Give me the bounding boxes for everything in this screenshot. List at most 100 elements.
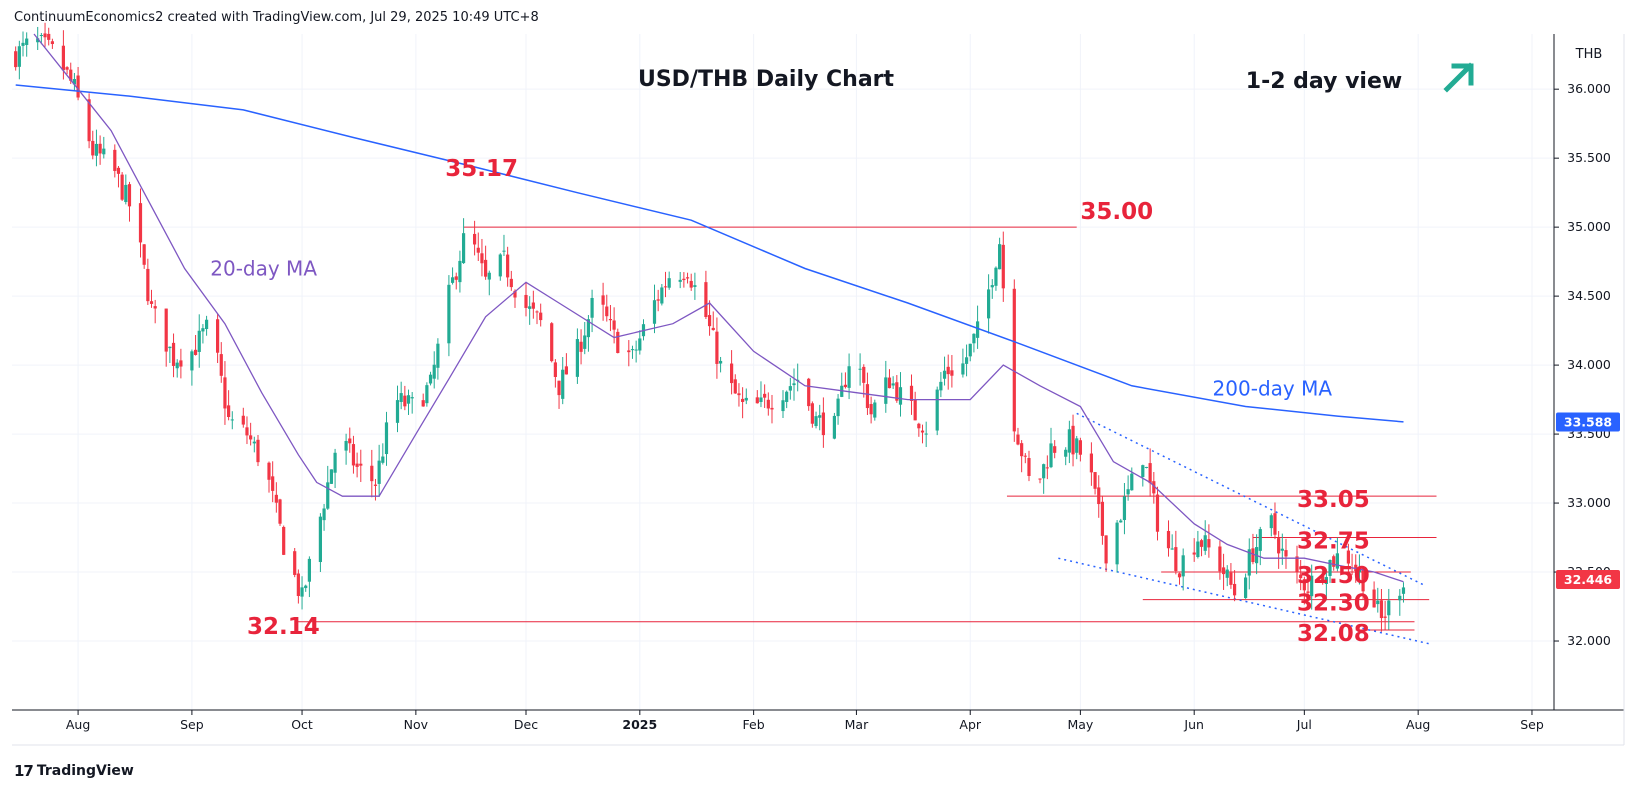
candle-body bbox=[1376, 600, 1380, 605]
candle-body bbox=[344, 440, 348, 451]
candle-body bbox=[605, 306, 609, 317]
x-tick-label: Mar bbox=[845, 717, 869, 732]
annotation-label: 20-day MA bbox=[210, 256, 317, 280]
candle-body bbox=[271, 476, 275, 491]
x-tick-label: Sep bbox=[1520, 717, 1544, 732]
candle-body bbox=[1064, 449, 1068, 457]
candle-body bbox=[278, 499, 282, 524]
candle-body bbox=[1104, 535, 1108, 564]
candle-body bbox=[1383, 616, 1387, 618]
candle-body bbox=[689, 280, 693, 288]
candle-body bbox=[1097, 487, 1101, 505]
candle-body bbox=[755, 397, 759, 404]
candle-body bbox=[1089, 453, 1093, 473]
x-tick-label: Aug bbox=[66, 717, 90, 732]
candle-body bbox=[1346, 550, 1350, 564]
annotation-label: 32.08 bbox=[1297, 621, 1370, 647]
candle-body bbox=[201, 328, 205, 332]
candle-body bbox=[1310, 575, 1314, 597]
tradingview-mark-icon: 17 bbox=[14, 762, 34, 780]
candle-body bbox=[987, 289, 991, 319]
candle-body bbox=[630, 349, 635, 351]
candle-body bbox=[410, 397, 414, 399]
candle-body bbox=[17, 46, 21, 67]
candle-body bbox=[634, 349, 638, 351]
candle-body bbox=[1372, 589, 1376, 608]
candle-body bbox=[1269, 515, 1273, 529]
candle-body bbox=[660, 287, 664, 304]
chart-credit: ContinuumEconomics2 created with Trading… bbox=[14, 10, 539, 25]
candle-body bbox=[832, 415, 836, 439]
candle-body bbox=[395, 400, 400, 423]
candle-body bbox=[917, 423, 921, 429]
candle-body bbox=[348, 438, 352, 444]
candle-body bbox=[1122, 496, 1127, 521]
ma20-line bbox=[33, 33, 1404, 583]
candle-body bbox=[370, 465, 374, 482]
candle-body bbox=[39, 35, 43, 37]
candle-body bbox=[561, 369, 565, 399]
candle-body bbox=[197, 330, 201, 352]
candles bbox=[14, 22, 1406, 632]
candle-body bbox=[300, 587, 304, 597]
candle-body bbox=[862, 366, 866, 383]
candle-body bbox=[781, 400, 785, 412]
candle-body bbox=[704, 282, 708, 318]
candle-body bbox=[1196, 541, 1200, 557]
candle-body bbox=[355, 463, 359, 467]
candle-body bbox=[1258, 529, 1262, 551]
ma200-price-tag: 33.588 bbox=[1556, 412, 1620, 432]
candle-body bbox=[190, 351, 194, 371]
candle-body bbox=[1170, 548, 1174, 550]
candle-body bbox=[1284, 550, 1288, 557]
annotation-label: 32.14 bbox=[247, 614, 320, 640]
candle-body bbox=[821, 412, 825, 436]
candle-body bbox=[1280, 548, 1284, 551]
candle-body bbox=[766, 399, 770, 409]
candle-body bbox=[711, 327, 715, 331]
candle-body bbox=[399, 393, 403, 402]
candle-body bbox=[810, 403, 814, 424]
candle-body bbox=[1361, 568, 1365, 592]
candle-body bbox=[744, 397, 748, 401]
candle-body bbox=[72, 79, 77, 85]
candle-body bbox=[1130, 473, 1134, 491]
candle-body bbox=[579, 341, 583, 352]
y-tick-label: 34.000 bbox=[1567, 357, 1611, 372]
candle-body bbox=[1229, 572, 1233, 585]
candle-body bbox=[25, 38, 29, 45]
candle-body bbox=[663, 286, 668, 288]
candle-body bbox=[230, 419, 234, 421]
candle-body bbox=[296, 573, 300, 596]
candle-body bbox=[1192, 552, 1196, 555]
x-tick-label: Oct bbox=[291, 717, 313, 732]
candle-body bbox=[484, 259, 488, 277]
candle-body bbox=[1177, 573, 1182, 578]
candle-body bbox=[528, 306, 532, 309]
candle-body bbox=[91, 140, 95, 156]
y-axis-ticks: 32.00032.50033.00033.50034.00034.50035.0… bbox=[1554, 81, 1611, 648]
annotation-label: 35.17 bbox=[445, 156, 518, 182]
candle-body bbox=[656, 299, 660, 301]
annotation-label: 200-day MA bbox=[1213, 376, 1333, 400]
candle-body bbox=[76, 75, 80, 98]
candle-body bbox=[935, 389, 939, 431]
candle-body bbox=[127, 184, 132, 207]
candle-body bbox=[447, 284, 451, 344]
candle-body bbox=[1016, 434, 1020, 445]
candle-body bbox=[421, 400, 425, 407]
candle-body bbox=[1071, 425, 1075, 455]
candle-body bbox=[1100, 501, 1105, 536]
tradingview-logo[interactable]: 17 TradingView bbox=[14, 762, 134, 780]
candle-body bbox=[964, 357, 969, 364]
candle-body bbox=[891, 383, 895, 386]
candle-body bbox=[384, 422, 389, 455]
candle-body bbox=[1115, 522, 1119, 565]
candle-body bbox=[138, 203, 143, 243]
candle-body bbox=[531, 302, 535, 309]
candle-body bbox=[476, 247, 480, 253]
candle-body bbox=[179, 360, 183, 367]
candle-body bbox=[1045, 467, 1049, 469]
